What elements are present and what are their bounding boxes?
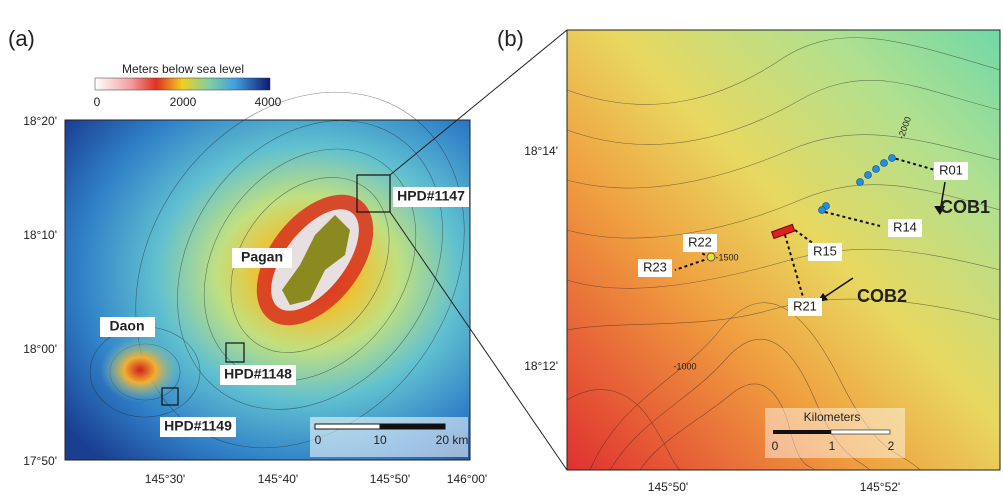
label-box <box>160 417 236 437</box>
label-box <box>934 162 968 180</box>
label-box <box>683 234 717 252</box>
site-label: HPD#1149 <box>164 418 232 434</box>
lat-label: 18°10' <box>23 228 57 242</box>
label-box <box>638 259 672 277</box>
lat-label: 18°14' <box>524 144 558 158</box>
colorbar <box>94 77 271 91</box>
lat-label: 18°00' <box>23 342 57 356</box>
label-box <box>393 187 469 207</box>
colorbar-tick: 2000 <box>170 95 197 109</box>
sample-label: R23 <box>643 259 667 274</box>
zoom-line <box>389 211 568 471</box>
label-box <box>788 298 822 316</box>
panel-label: (b) <box>497 26 524 51</box>
colorbar-tick: 4000 <box>255 95 282 109</box>
scale-label: 2 <box>888 439 895 453</box>
sample-label: R22 <box>688 234 712 249</box>
sample-label: R21 <box>793 298 817 313</box>
scale-label: 0 <box>315 433 322 447</box>
label-box <box>232 248 292 268</box>
sample-label: R15 <box>813 243 837 258</box>
lon-label: 145°50' <box>370 472 410 486</box>
lon-label: 145°40' <box>258 472 298 486</box>
label-box <box>220 365 296 385</box>
scale-label: 0 <box>772 439 779 453</box>
lon-label: 145°52' <box>860 480 900 494</box>
lat-label: 17°50' <box>23 454 57 468</box>
lon-label: 146°00' <box>447 472 487 486</box>
lat-label: 18°12' <box>524 359 558 373</box>
lon-label: 145°50' <box>648 480 688 494</box>
label-box <box>888 219 922 237</box>
sample-label: R01 <box>939 162 963 177</box>
lat-label: 18°20' <box>23 114 57 128</box>
colorbar-tick: 0 <box>94 95 101 109</box>
scale-label: 20 km <box>436 433 469 447</box>
place-label: Daon <box>110 318 145 334</box>
label-box <box>100 317 155 337</box>
map-a <box>64 91 471 461</box>
label-box <box>808 243 842 261</box>
unit-label: COB2 <box>857 286 907 306</box>
scale-title: Kilometers <box>804 410 861 424</box>
place-label: Pagan <box>241 249 283 265</box>
colorbar-title: Meters below sea level <box>122 62 244 76</box>
scale-label: 10 <box>373 433 387 447</box>
sample-label: R14 <box>893 219 917 234</box>
site-label: HPD#1147 <box>397 188 465 204</box>
panel-label: (a) <box>8 26 35 51</box>
unit-label: COB1 <box>940 197 990 217</box>
site-label: HPD#1148 <box>224 366 292 382</box>
contour-label: -1000 <box>673 361 696 371</box>
lon-label: 145°30' <box>145 472 185 486</box>
contour-label: -1500 <box>715 252 738 262</box>
scale-label: 1 <box>829 439 836 453</box>
map-b <box>566 29 1001 471</box>
zoom-line <box>389 29 568 176</box>
